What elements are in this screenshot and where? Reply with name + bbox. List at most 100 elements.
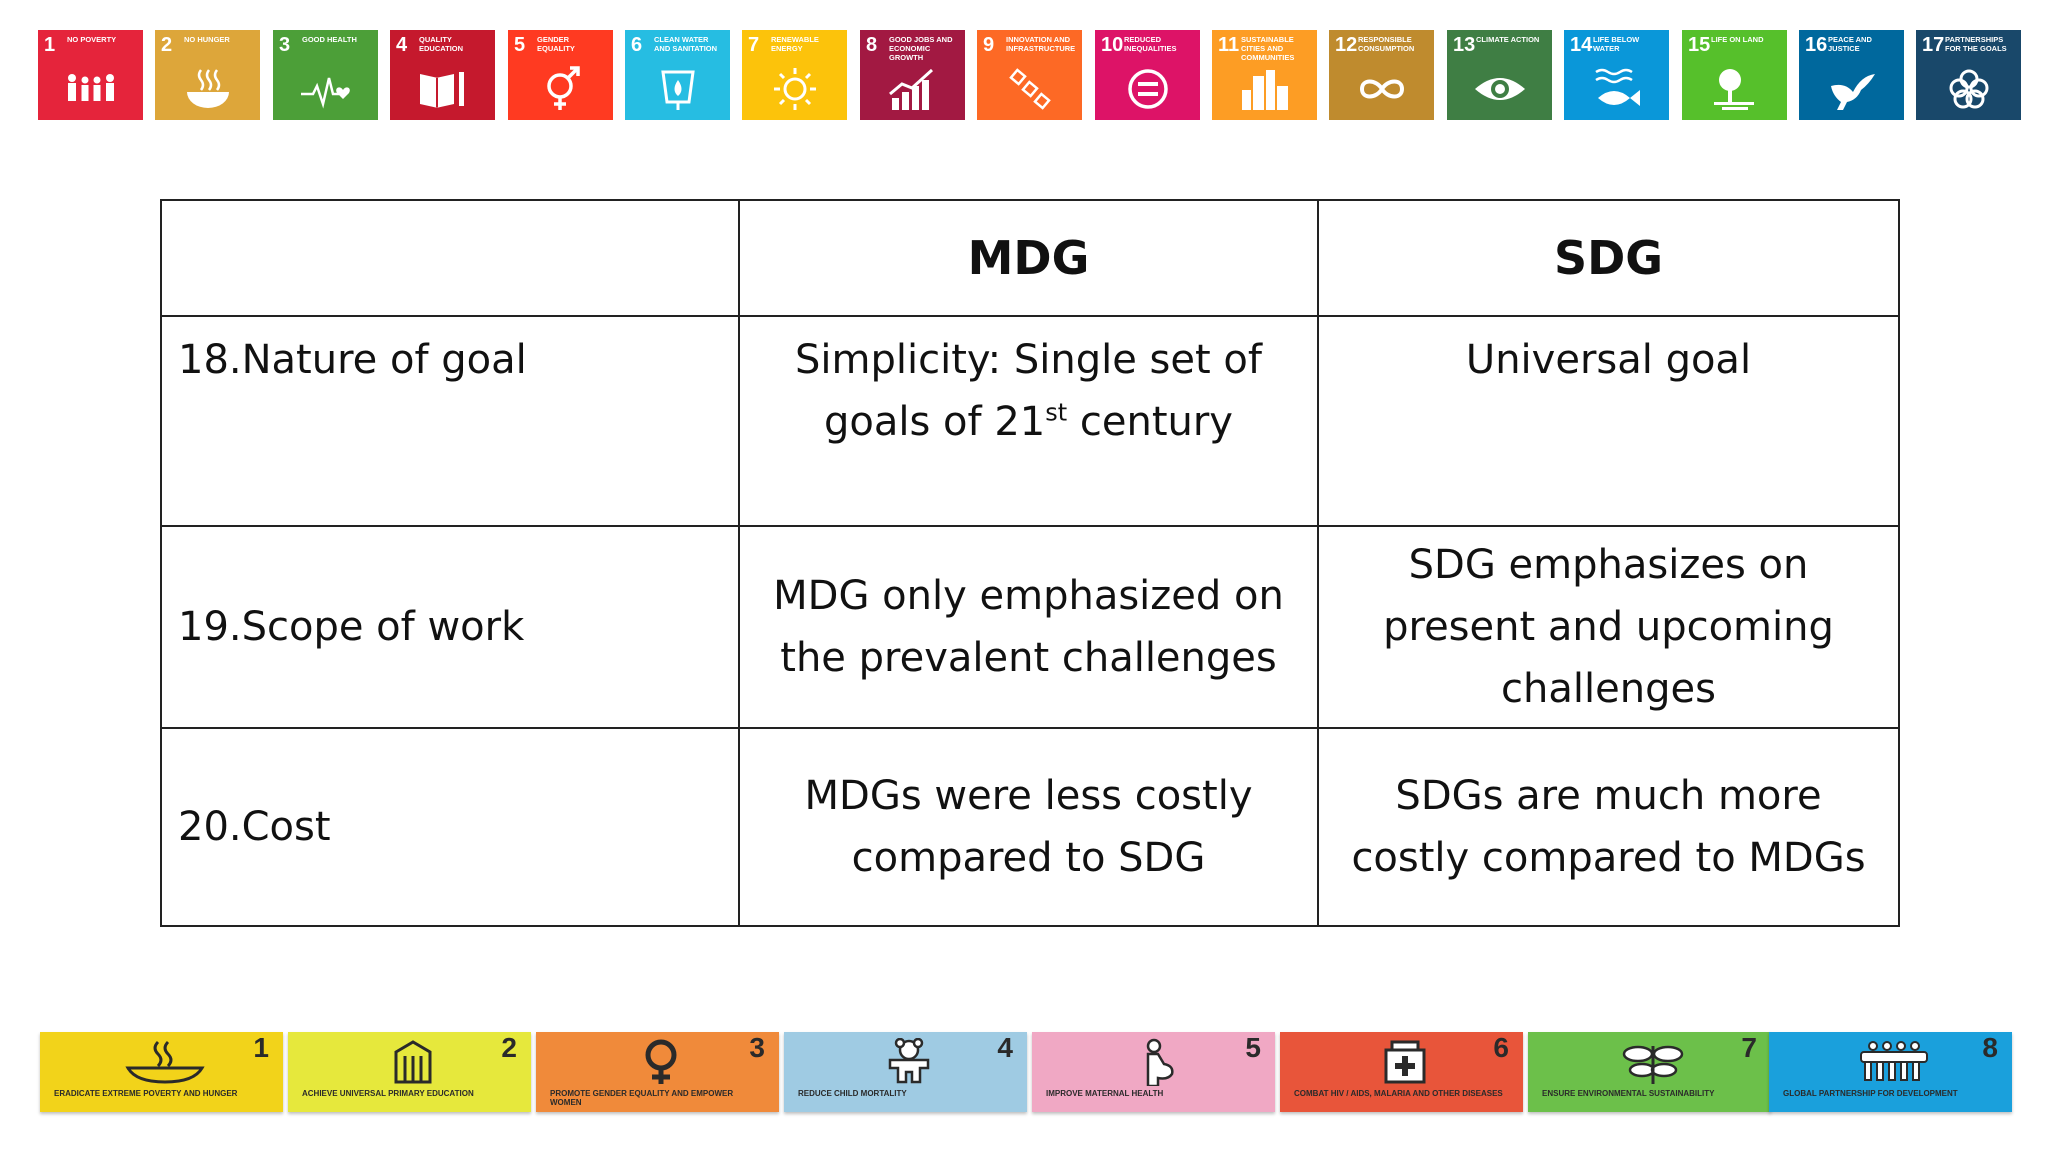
fish-icon <box>1595 68 1640 106</box>
cell-mdg-cost: MDGs were less costly compared to SDG <box>738 727 1319 927</box>
cell-mdg-scope-of-work: MDG only emphasized on the prevalent cha… <box>738 525 1319 729</box>
medicine-jar-icon <box>1384 1040 1426 1084</box>
mdg-tile-8: 8 Global partnership for development <box>1769 1032 2012 1112</box>
sdg-tile-name: Life on Land <box>1711 35 1764 44</box>
sdg-tile-name: Clean Water and Sanitation <box>654 35 718 53</box>
teddy-bear-icon <box>888 1038 930 1084</box>
dove-icon <box>1831 74 1875 110</box>
sun-power-icon <box>774 68 816 110</box>
mdg-tile-5: 5 Improve maternal health <box>1032 1032 1275 1112</box>
mdg-tile-4: 4 Reduce child mortality <box>784 1032 1027 1112</box>
city-icon <box>1242 70 1288 110</box>
sdg-tile-15: 15 Life on Land <box>1682 30 1787 120</box>
sdg-tile-number: 9 <box>983 34 995 56</box>
sdg-tile-name: Reduced Inequalities <box>1124 35 1177 53</box>
sdg-tile-number: 3 <box>279 34 291 56</box>
mdg-tile-number: 4 <box>997 1032 1013 1063</box>
sdg-tile-17: 17 Partnerships for the Goals <box>1916 30 2021 120</box>
sdg-tile-name: Gender Equality <box>537 35 575 53</box>
plant-icon <box>1622 1045 1684 1084</box>
sdg-tile-10: 10 Reduced Inequalities <box>1095 30 1200 120</box>
cell-mdg-nature-of-goal: Simplicity: Single set of goals of 21st … <box>738 315 1319 527</box>
row-label-nature-of-goal: 18.Nature of goal <box>160 315 740 527</box>
sdg-tile-1: 1 No Poverty <box>38 30 143 120</box>
sdg-tile-number: 8 <box>866 34 878 56</box>
mdg-nature-line2-pre: goals of 21 <box>824 399 1046 445</box>
sdg-tile-name: Quality Education <box>419 35 464 53</box>
sdg-tile-name: Climate Action <box>1476 35 1540 44</box>
tree-icon <box>1714 69 1754 110</box>
row-label-cost: 20.Cost <box>160 727 740 927</box>
table-row: 18.Nature of goal Simplicity: Single set… <box>160 315 1900 527</box>
mdg-tile-7: 7 Ensure environmental sustainability <box>1528 1032 1771 1112</box>
infrastructure-icon <box>1009 68 1051 110</box>
mother-icon <box>1146 1038 1174 1086</box>
sdg-tile-11: 11 Sustainable Cities and Communities <box>1212 30 1317 120</box>
heartbeat-icon <box>301 77 350 109</box>
growth-chart-icon <box>889 68 934 110</box>
mdg-tile-number: 5 <box>1245 1032 1261 1063</box>
mdg-tile-caption: Promote gender equality and empower wome… <box>550 1089 734 1107</box>
mdg-tile-6: 6 Combat HIV / AIDS, malaria and other d… <box>1280 1032 1523 1112</box>
cell-sdg-nature-of-goal: Universal goal <box>1317 315 1900 527</box>
sdg-tile-number: 17 <box>1922 34 1945 56</box>
sdg-tile-16: 16 Peace and Justice <box>1799 30 1904 120</box>
bowl-steam-icon <box>125 1040 205 1084</box>
table-row: 20.Cost MDGs were less costly compared t… <box>160 727 1900 927</box>
mdg-tile-number: 8 <box>1982 1032 1998 1063</box>
sdg-tile-name: Renewable Energy <box>771 35 819 53</box>
sdg-tile-13: 13 Climate Action <box>1447 30 1552 120</box>
sdg-tile-number: 7 <box>748 34 760 56</box>
mdg-tile-caption: Eradicate extreme poverty and hunger <box>54 1089 238 1098</box>
sdg-tile-7: 7 Renewable Energy <box>742 30 847 120</box>
sdg-tile-number: 11 <box>1218 34 1240 56</box>
sdg-tile-name: Good Health <box>302 35 357 44</box>
sdg-tile-name: Responsible Consumption <box>1358 35 1415 53</box>
row-label-scope-of-work: 19.Scope of work <box>160 525 740 729</box>
sdg-tile-5: 5 Gender Equality <box>508 30 613 120</box>
sdg-tile-number: 6 <box>631 34 643 56</box>
mdg-tile-caption: Reduce child mortality <box>798 1089 907 1098</box>
mdg-icons-strip: 1 Eradicate extreme poverty and hunger 2… <box>40 1032 2012 1112</box>
mdg-tile-caption: Ensure environmental sustainability <box>1542 1089 1715 1098</box>
sdg-tile-number: 1 <box>44 34 56 56</box>
mdg-tile-caption: Improve maternal health <box>1046 1089 1164 1098</box>
sdg-tile-number: 10 <box>1101 34 1124 56</box>
mdg-nature-line2-post: century <box>1067 399 1233 445</box>
family-icon <box>68 74 114 101</box>
sdg-tile-number: 5 <box>514 34 526 56</box>
sdg-icons-strip: 1 No Poverty 2 No Hunger 3 Good Health 4… <box>38 30 2021 120</box>
header-sdg: SDG <box>1317 199 1900 317</box>
gender-icon <box>547 66 580 110</box>
bowl-icon <box>187 69 229 108</box>
female-symbol-icon <box>645 1039 677 1084</box>
sdg-tile-name: Sustainable Cities and Communities <box>1241 35 1295 62</box>
infinity-icon <box>1359 79 1405 99</box>
header-mdg: MDG <box>738 199 1319 317</box>
mdg-tile-number: 7 <box>1741 1032 1757 1063</box>
flower-icon <box>1949 69 1989 109</box>
comparison-table: MDG SDG 18.Nature of goal Simplicity: Si… <box>160 199 1900 927</box>
school-icon <box>394 1040 432 1084</box>
eye-globe-icon <box>1475 78 1525 100</box>
sdg-tile-name: No Poverty <box>67 35 117 44</box>
sdg-tile-number: 4 <box>396 34 408 56</box>
sdg-tile-name: Partnerships for the Goals <box>1945 35 2007 53</box>
mdg-tile-3: 3 Promote gender equality and empower wo… <box>536 1032 779 1112</box>
table-row: 19.Scope of work MDG only emphasized on … <box>160 525 1900 729</box>
mdg-tile-caption: Combat HIV / AIDS, malaria and other dis… <box>1294 1089 1503 1098</box>
sdg-tile-name: No Hunger <box>184 35 230 44</box>
sdg-tile-number: 13 <box>1453 34 1476 56</box>
sdg-tile-12: 12 Responsible Consumption <box>1329 30 1434 120</box>
sdg-tile-number: 16 <box>1805 34 1828 56</box>
cell-sdg-scope-of-work: SDG emphasizes on present and upcoming c… <box>1317 525 1900 729</box>
sdg-tile-number: 15 <box>1688 34 1711 56</box>
mdg-tile-number: 2 <box>501 1032 517 1063</box>
table-header-row: MDG SDG <box>160 199 1900 317</box>
header-empty-cell <box>160 199 740 317</box>
people-group-icon <box>1860 1041 1928 1081</box>
equal-icon <box>1128 69 1168 109</box>
mdg-tile-caption: Global partnership for development <box>1783 1089 1958 1098</box>
mdg-nature-line1: Simplicity: Single set of <box>795 337 1262 383</box>
mdg-tile-caption: Achieve universal primary education <box>302 1089 474 1098</box>
